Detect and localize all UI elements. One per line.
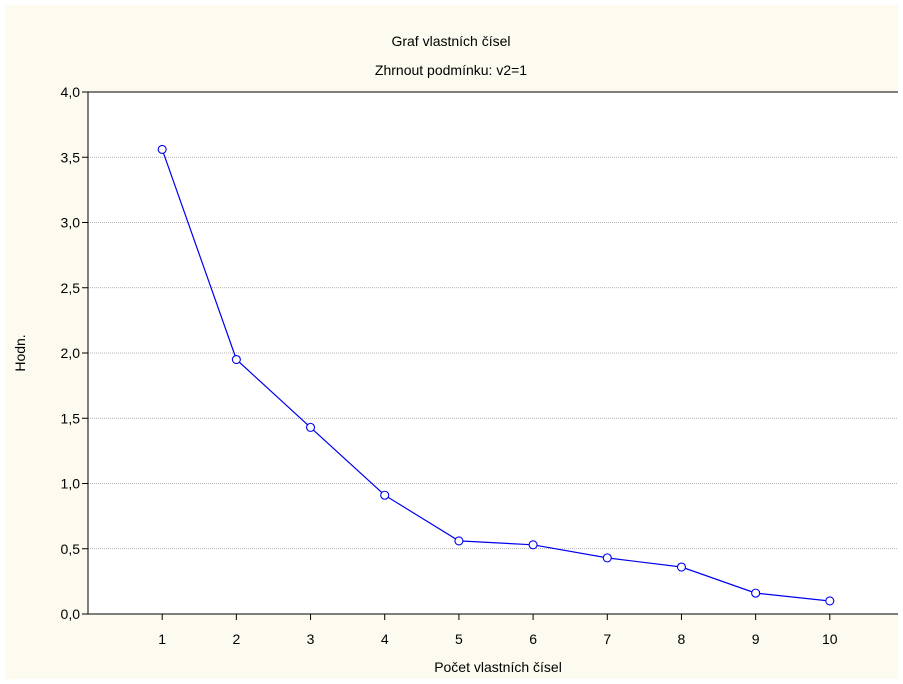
y-tick-label: 1,0 xyxy=(61,476,81,492)
y-axis: 0,0 0,5 1,0 1,5 2,0 2,5 3,0 3,5 4,0 xyxy=(61,84,88,622)
x-tick-label: 2 xyxy=(232,631,240,647)
data-point xyxy=(157,144,167,154)
data-point xyxy=(602,553,612,563)
y-tick-label: 0,0 xyxy=(61,606,81,622)
data-points xyxy=(157,144,835,606)
y-tick-label: 2,5 xyxy=(61,280,81,296)
chart-title: Graf vlastních čísel xyxy=(391,33,510,49)
data-point xyxy=(231,354,241,365)
x-tick-label: 4 xyxy=(381,631,389,647)
series-line xyxy=(161,149,830,602)
chart-subtitle: Zhrnout podmínku: v2=1 xyxy=(375,62,527,78)
y-tick-label: 3,0 xyxy=(61,215,81,231)
data-point xyxy=(305,422,316,432)
chart-container: Graf vlastních čísel Zhrnout podmínku: v… xyxy=(5,5,898,679)
data-point xyxy=(454,536,464,546)
x-tick-label: 9 xyxy=(752,631,760,647)
y-tick-label: 3,5 xyxy=(61,149,81,165)
x-tick-label: 3 xyxy=(307,631,315,647)
data-point xyxy=(676,562,687,572)
y-tick-label: 0,5 xyxy=(61,541,81,557)
y-tick-label: 1,5 xyxy=(61,410,81,426)
data-point xyxy=(528,540,538,550)
x-tick-label: 10 xyxy=(822,631,838,647)
y-tick-label: 4,0 xyxy=(61,84,81,100)
x-axis-label: Počet vlastních čísel xyxy=(434,659,562,675)
x-axis: 1 2 3 4 5 6 7 8 9 10 xyxy=(158,614,838,647)
x-tick-label: 8 xyxy=(678,631,686,647)
grid-lines xyxy=(88,156,898,550)
eigenvalue-chart: Graf vlastních čísel Zhrnout podmínku: v… xyxy=(12,33,898,675)
data-point xyxy=(380,490,390,500)
x-tick-label: 5 xyxy=(455,631,463,647)
y-axis-label: Hodn. xyxy=(12,334,28,371)
x-tick-label: 6 xyxy=(529,631,537,647)
x-tick-label: 7 xyxy=(603,631,611,647)
x-tick-label: 1 xyxy=(158,631,166,647)
y-tick-label: 2,0 xyxy=(61,345,81,361)
data-point xyxy=(825,596,835,606)
data-point xyxy=(751,588,761,598)
